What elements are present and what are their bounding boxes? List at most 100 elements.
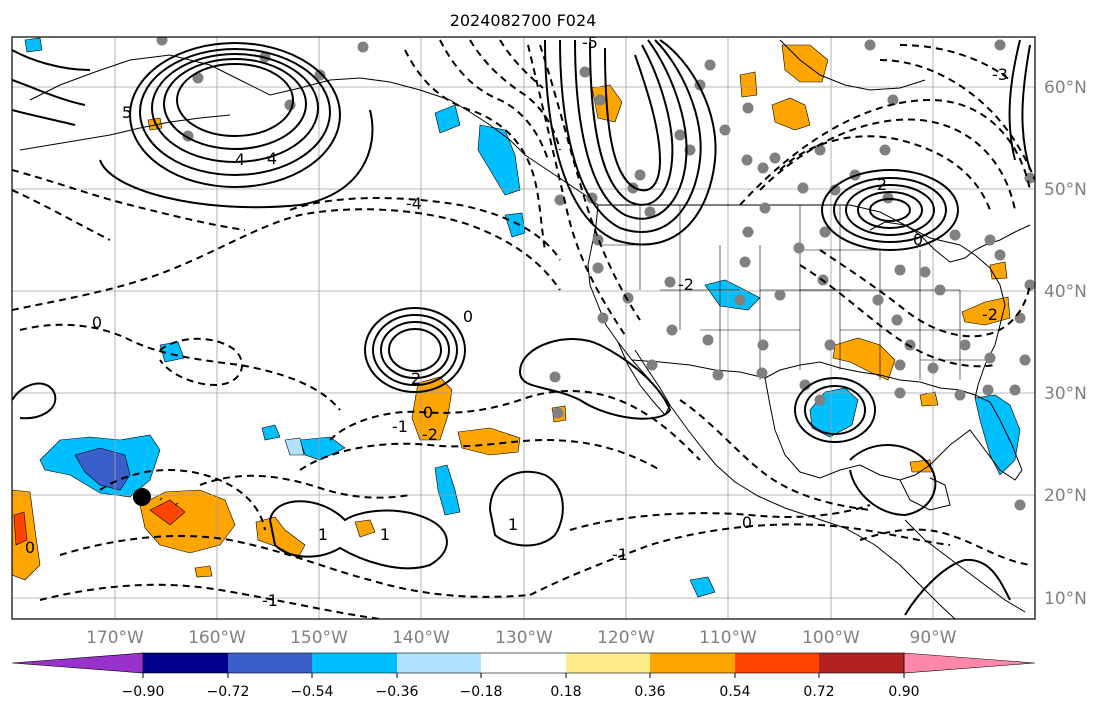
colorbar-extend-right: [903, 652, 1036, 674]
dashed-pacific-3: [289, 197, 561, 261]
state-lines-west: [598, 205, 850, 380]
lightblue-patch-central: [284, 437, 305, 456]
colorbar-ticks: [142, 673, 905, 678]
colorbar-tick-label: −0.36: [376, 684, 419, 700]
contour-label: 0: [463, 307, 473, 326]
east-coast: [959, 244, 1006, 399]
longitude-label: 130°W: [495, 628, 553, 648]
dashed-pacific-4: [159, 337, 244, 387]
contour-texas-2: [804, 385, 866, 435]
colorbar-segment: [566, 653, 650, 673]
colorbar-tick-label: 0.90: [888, 684, 919, 700]
hudson-bay: [779, 39, 926, 91]
gridlines: [12, 37, 1035, 619]
colorbar-tick-label: −0.72: [207, 684, 250, 700]
contour-right-edge: [1008, 39, 1031, 171]
colorbar-tick-label: 0.72: [803, 684, 834, 700]
colorbar-segment: [228, 653, 312, 673]
longitude-label: 120°W: [597, 628, 655, 648]
contour-label: 1: [318, 525, 328, 544]
contour-label: -2: [422, 425, 438, 444]
dashed-gulf-of-ak-2: [439, 39, 549, 161]
dashed-east-canada-4: [879, 59, 1035, 181]
contour-gulf: [849, 444, 937, 517]
dashed-central-south-3: [199, 474, 411, 499]
dashed-pacific-main: [12, 208, 561, 311]
colorbar-segment: [481, 653, 566, 673]
contour-pacific-lower-right: [904, 558, 1011, 616]
high-contour-aleutian-4: [163, 58, 307, 150]
dashed-trough-west-1: [539, 44, 641, 321]
orange-patch-small-2: [739, 71, 758, 98]
colorbar-tick-label: 0.54: [719, 684, 750, 700]
contour-label: -4: [406, 194, 422, 213]
contour-label: 0: [423, 403, 433, 422]
dashed-south-1: [59, 534, 531, 598]
dashed-plains-2: [799, 264, 996, 368]
longitude-label: 150°W: [290, 628, 348, 648]
shaded-fields: [12, 37, 1021, 598]
longitude-label: 140°W: [392, 628, 450, 648]
high-contour-aleutian-5: [176, 63, 294, 137]
contour-label: 0: [92, 313, 102, 332]
high-contour-greatlakes-1: [821, 169, 959, 251]
high-contour-central-1: [364, 307, 466, 393]
high-contour-greatlakes-2: [833, 177, 947, 243]
contour-label: 4: [267, 149, 277, 168]
dashed-central-south-2: [299, 438, 661, 471]
latitude-axis: 60°N 50°N 40°N 30°N 20°N 10°N: [1044, 78, 1087, 609]
latitude-label: 20°N: [1044, 486, 1087, 506]
latitude-label: 40°N: [1044, 282, 1087, 302]
contour-texas-1: [794, 377, 876, 443]
colorbar-segment: [735, 653, 819, 673]
high-contour-central-4: [388, 328, 442, 372]
longitude-label: 160°W: [188, 628, 246, 648]
high-contour-aleutian-2: [139, 48, 331, 176]
longitude-label: 100°W: [802, 628, 860, 648]
state-lines-central: [799, 205, 881, 380]
yucatan: [899, 477, 951, 511]
dashed-east-canada-5: [899, 44, 1011, 81]
high-contour-greatlakes-5: [869, 198, 911, 222]
contour-labels: -5 4 5 -4 -3 -2 -2 -2 -1 -1 -1 0 0 0 0 0…: [25, 37, 1008, 610]
longitude-label: 110°W: [699, 628, 757, 648]
dashed-gulf-of-ak-4: [499, 39, 544, 89]
ridge-contour-bc-3: [574, 39, 688, 220]
contour-label: 2: [877, 175, 887, 194]
orange-patch-central-east: [457, 427, 521, 456]
dashed-plains-1: [819, 249, 1031, 338]
contour-label: -1: [392, 417, 408, 436]
orange-patch-small-5: [989, 261, 1008, 280]
longitude-label: 170°W: [86, 628, 144, 648]
contour-label: 1: [380, 525, 390, 544]
cyan-patch-bc-coast: [477, 124, 521, 196]
contour-label: 4: [235, 150, 245, 169]
map-title: 2024082700 F024: [450, 11, 597, 30]
alaska-coast: [29, 54, 599, 206]
dashed-gulf-of-ak-3: [469, 39, 561, 151]
red-patch-left-edge: [13, 511, 28, 546]
dashed-south-2: [39, 583, 381, 619]
blue-patch-hawaii-west: [74, 447, 131, 491]
orange-patch-south: [255, 516, 306, 559]
colorbar-tick-label: 0.36: [634, 684, 665, 700]
dashed-east-canada-3: [739, 98, 1031, 206]
gulf-of-mexico-coast: [764, 361, 1023, 481]
dashed-left-top-2: [12, 189, 111, 241]
contour-label: -2: [982, 305, 998, 324]
contour-label: 0: [913, 230, 923, 249]
high-contour-aleutian-1: [129, 42, 341, 188]
solid-contours: [12, 39, 1031, 616]
us-canada-border: [598, 204, 961, 246]
ridge-contour-bc-4: [589, 41, 674, 206]
latitude-label: 30°N: [1044, 384, 1087, 404]
high-contour-greatlakes-4: [857, 191, 923, 229]
marker-dot: [133, 488, 151, 506]
contour-label: 0: [742, 513, 752, 532]
high-contour-central-2: [372, 314, 458, 386]
dashed-contours: [12, 39, 1035, 619]
orange-patch-canada-mid: [771, 97, 811, 131]
map-area: -5 4 5 -4 -3 -2 -2 -2 -1 -1 -1 0 0 0 0 0…: [12, 37, 1035, 619]
latitude-label: 50°N: [1044, 180, 1087, 200]
